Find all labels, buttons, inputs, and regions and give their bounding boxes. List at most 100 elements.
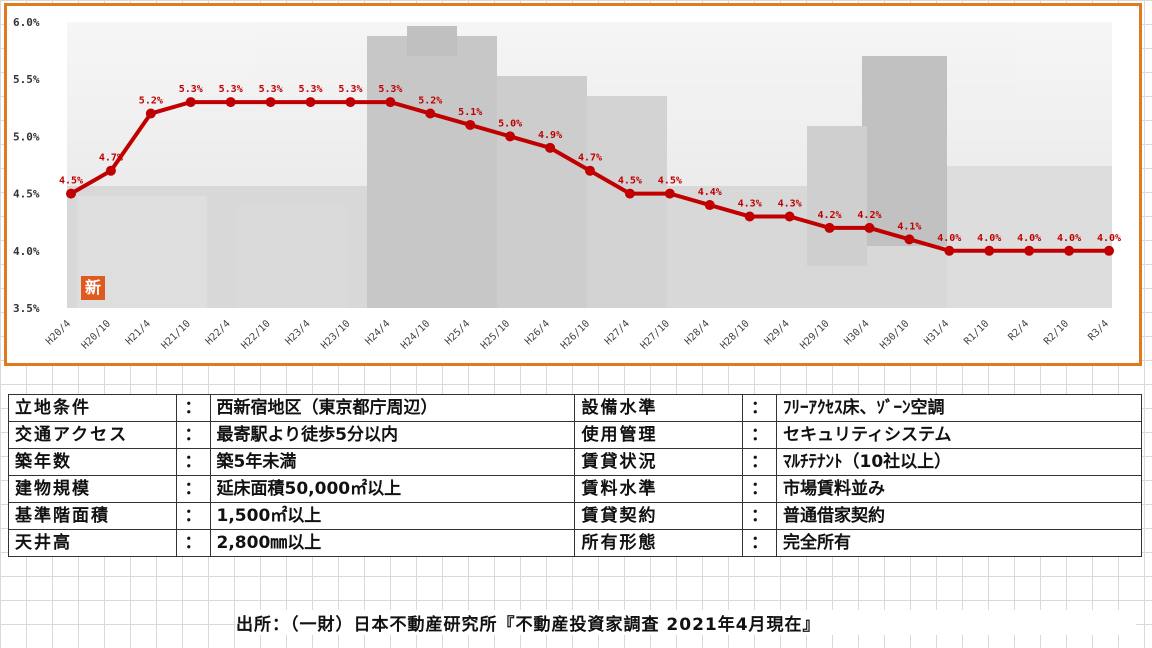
data-point: [465, 119, 476, 130]
data-point: [784, 211, 795, 222]
y-tick-label: 4.5%: [13, 188, 40, 201]
data-point: [704, 200, 715, 211]
x-tick-label: H24/4: [363, 318, 392, 347]
x-tick-label: H28/4: [683, 318, 712, 347]
spec-row: 天井高： 2,800㎜以上 所有形態：完全所有: [8, 529, 1143, 557]
spec-colon: ：: [175, 448, 211, 476]
data-label: 5.3%: [259, 84, 283, 95]
x-tick-label: H26/4: [523, 318, 552, 347]
data-label: 4.0%: [1017, 233, 1041, 244]
y-tick-label: 4.0%: [13, 245, 40, 258]
spec-right-value: 普通借家契約: [775, 502, 1143, 530]
spec-right-value: ﾌﾘｰｱｸｾｽ床、ｿﾞｰﾝ空調: [775, 394, 1143, 422]
data-point: [425, 108, 436, 119]
spec-colon: ：: [175, 394, 211, 422]
spec-colon: ：: [175, 502, 211, 530]
spec-left-label: 立地条件: [8, 394, 177, 422]
data-point: [185, 97, 196, 108]
x-tick-label: R3/4: [1086, 318, 1111, 343]
spec-left-label: 交通アクセス: [8, 421, 177, 449]
x-tick-label: H24/10: [399, 318, 432, 351]
spec-left-value: 1,500㎡以上: [209, 502, 576, 530]
data-point: [265, 97, 276, 108]
data-point: [744, 211, 755, 222]
data-point: [664, 188, 675, 199]
spec-left-value: 西新宿地区（東京都庁周辺）: [209, 394, 576, 422]
spec-left-value: 最寄駅より徒歩5分以内: [209, 421, 576, 449]
spec-left-label: 天井高: [8, 529, 177, 557]
data-point: [145, 108, 156, 119]
data-point: [385, 97, 396, 108]
data-label: 4.7%: [99, 153, 123, 164]
data-point: [545, 142, 556, 153]
data-point: [904, 234, 915, 245]
property-spec-table: 立地条件：西新宿地区（東京都庁周辺） 設備水準：ﾌﾘｰｱｸｾｽ床、ｿﾞｰﾝ空調 交通…: [8, 394, 1143, 557]
data-label: 4.5%: [658, 176, 682, 187]
data-label: 4.3%: [738, 198, 762, 209]
cap-rate-line-chart: 3.5% 4.0% 4.5% 5.0% 5.5% 6.0% H20/4 H20/10 H21/…: [13, 16, 1121, 352]
x-tick-label: H29/4: [763, 318, 792, 347]
data-point: [1064, 245, 1075, 256]
spec-right-label: 所有形態: [574, 529, 744, 557]
x-tick-label: H21/4: [124, 318, 153, 347]
x-tick-label: H30/10: [878, 318, 911, 351]
data-label: 4.5%: [618, 176, 642, 187]
y-tick-label: 5.5%: [13, 73, 40, 86]
spec-row: 立地条件：西新宿地区（東京都庁周辺） 設備水準：ﾌﾘｰｱｸｾｽ床、ｿﾞｰﾝ空調: [8, 394, 1143, 422]
spec-right-label: 賃貸契約: [574, 502, 744, 530]
data-label: 5.3%: [298, 84, 322, 95]
data-label: 4.0%: [977, 233, 1001, 244]
spec-colon: ：: [742, 448, 777, 476]
spec-left-value: 延床面積50,000㎡以上: [209, 475, 576, 503]
x-tick-label: H25/10: [479, 318, 512, 351]
spec-left-value: 2,800㎜以上: [209, 529, 576, 557]
spec-left-label: 築年数: [8, 448, 177, 476]
data-label: 4.1%: [897, 221, 921, 232]
spec-right-value: 完全所有: [775, 529, 1143, 557]
spec-row: 基準階面積： 1,500㎡以上 賃貸契約：普通借家契約: [8, 502, 1143, 530]
data-label: 5.3%: [219, 84, 243, 95]
spec-colon: ：: [742, 529, 777, 557]
data-label: 4.0%: [1057, 233, 1081, 244]
data-label: 5.3%: [378, 84, 402, 95]
data-point: [624, 188, 635, 199]
spec-left-value: 築5年未満: [209, 448, 576, 476]
spec-right-value: ﾏﾙﾁﾃﾅﾝﾄ（10社以上）: [775, 448, 1143, 476]
x-tick-label: R2/10: [1042, 318, 1071, 347]
spec-row: 交通アクセス：最寄駅より徒歩5分以内 使用管理：セキュリティシステム: [8, 421, 1143, 449]
x-tick-label: H27/10: [639, 318, 672, 351]
x-tick-label: H22/4: [204, 318, 233, 347]
x-tick-label: H31/4: [922, 318, 951, 347]
x-tick-label: R1/10: [962, 318, 991, 347]
y-tick-label: 3.5%: [13, 302, 40, 315]
data-label: 5.2%: [418, 96, 442, 107]
spec-right-label: 賃料水準: [574, 475, 744, 503]
data-point: [1104, 245, 1114, 256]
data-label: 5.1%: [458, 107, 482, 118]
data-point: [864, 222, 875, 233]
x-tick-label: H23/10: [319, 318, 352, 351]
data-label: 4.3%: [778, 198, 802, 209]
spec-right-label: 賃貸状況: [574, 448, 744, 476]
data-point: [305, 97, 316, 108]
data-label: 4.7%: [578, 153, 602, 164]
x-tick-label: R2/4: [1006, 318, 1031, 343]
data-point: [505, 131, 516, 142]
spec-left-label: 建物規模: [8, 475, 177, 503]
x-axis: H20/4 H20/10 H21/4 H21/10 H22/4 H22/10 H23/4 H2…: [44, 318, 1111, 351]
data-point: [225, 97, 236, 108]
data-label: 5.3%: [179, 84, 203, 95]
data-label: 4.2%: [817, 210, 841, 221]
data-label: 4.2%: [857, 210, 881, 221]
spec-colon: ：: [742, 394, 777, 422]
spec-colon: ：: [175, 475, 211, 503]
x-tick-label: H29/10: [798, 318, 831, 351]
data-label: 5.2%: [139, 96, 163, 107]
city-skyline-photo: [67, 22, 1112, 308]
source-note: 出所：（一財）日本不動産研究所『不動産投資家調査 2021年4月現在』: [236, 610, 1136, 635]
data-point: [984, 245, 995, 256]
x-tick-label: H26/10: [559, 318, 592, 351]
data-label: 4.0%: [937, 233, 961, 244]
x-tick-label: H21/10: [160, 318, 193, 351]
x-tick-label: H30/4: [843, 318, 872, 347]
